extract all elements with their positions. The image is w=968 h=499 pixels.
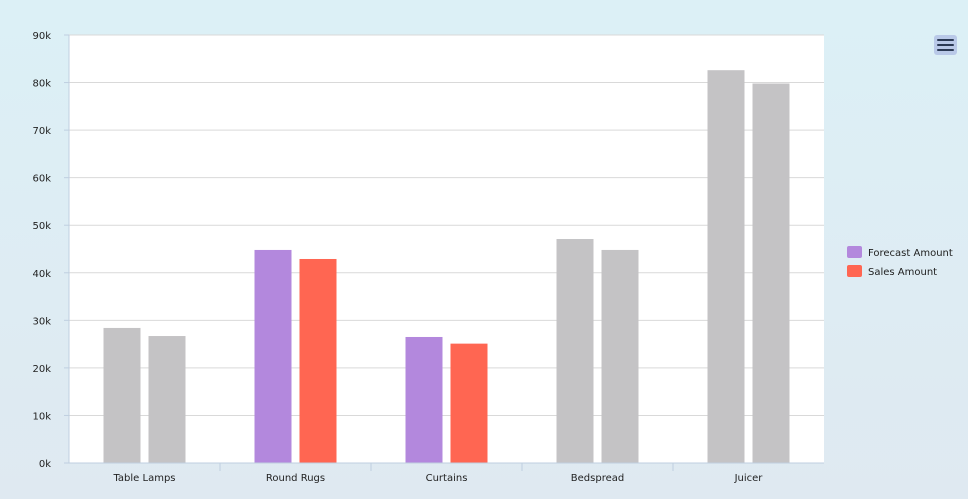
- bar-juicer-sales-amount[interactable]: [752, 83, 790, 464]
- bar-bedspread-forecast-amount[interactable]: [556, 239, 594, 463]
- legend-swatch[interactable]: [847, 265, 862, 277]
- y-tick-label: 90k: [32, 31, 51, 42]
- x-tick-label: Juicer: [734, 473, 764, 484]
- legend-label[interactable]: Forecast Amount: [868, 248, 953, 259]
- hamburger-menu-icon[interactable]: [934, 35, 957, 55]
- y-tick-label: 10k: [32, 411, 51, 422]
- grid-lines: [69, 34, 824, 416]
- y-tick-label: 60k: [32, 174, 51, 185]
- bar-bedspread-sales-amount[interactable]: [601, 249, 639, 463]
- legend-swatch[interactable]: [847, 246, 862, 258]
- y-tick-label: 80k: [32, 79, 51, 90]
- y-tick-label: 50k: [32, 221, 51, 232]
- y-tick-label: 30k: [32, 316, 51, 327]
- y-axis: 0k 10k 20k 30k 40k 50k 60k 70k 80k 90k: [32, 31, 70, 470]
- bar-curtains-forecast-amount[interactable]: [405, 336, 443, 463]
- bar-curtains-sales-amount[interactable]: [450, 343, 488, 463]
- bar-juicer-forecast-amount[interactable]: [707, 70, 745, 464]
- plot-background: [69, 35, 824, 463]
- bar-round-rugs-forecast-amount[interactable]: [254, 249, 292, 463]
- bars: [103, 70, 790, 464]
- x-tick-label: Bedspread: [571, 473, 624, 484]
- x-axis: Table Lamps Round Rugs Curtains Bedspread Ju…: [69, 462, 824, 484]
- y-tick-label: 40k: [32, 269, 51, 280]
- legend-label[interactable]: Sales Amount: [868, 267, 937, 278]
- bar-round-rugs-sales-amount[interactable]: [299, 258, 337, 463]
- legend: Forecast Amount Sales Amount: [847, 246, 953, 278]
- y-tick-label: 70k: [32, 126, 51, 137]
- x-tick-label: Curtains: [426, 473, 468, 484]
- bar-table-lamps-sales-amount[interactable]: [148, 336, 186, 463]
- y-tick-label: 0k: [39, 459, 51, 470]
- bar-table-lamps-forecast-amount[interactable]: [103, 327, 141, 463]
- x-tick-label: Round Rugs: [266, 473, 325, 484]
- y-tick-label: 20k: [32, 364, 51, 375]
- x-tick-label: Table Lamps: [112, 473, 175, 484]
